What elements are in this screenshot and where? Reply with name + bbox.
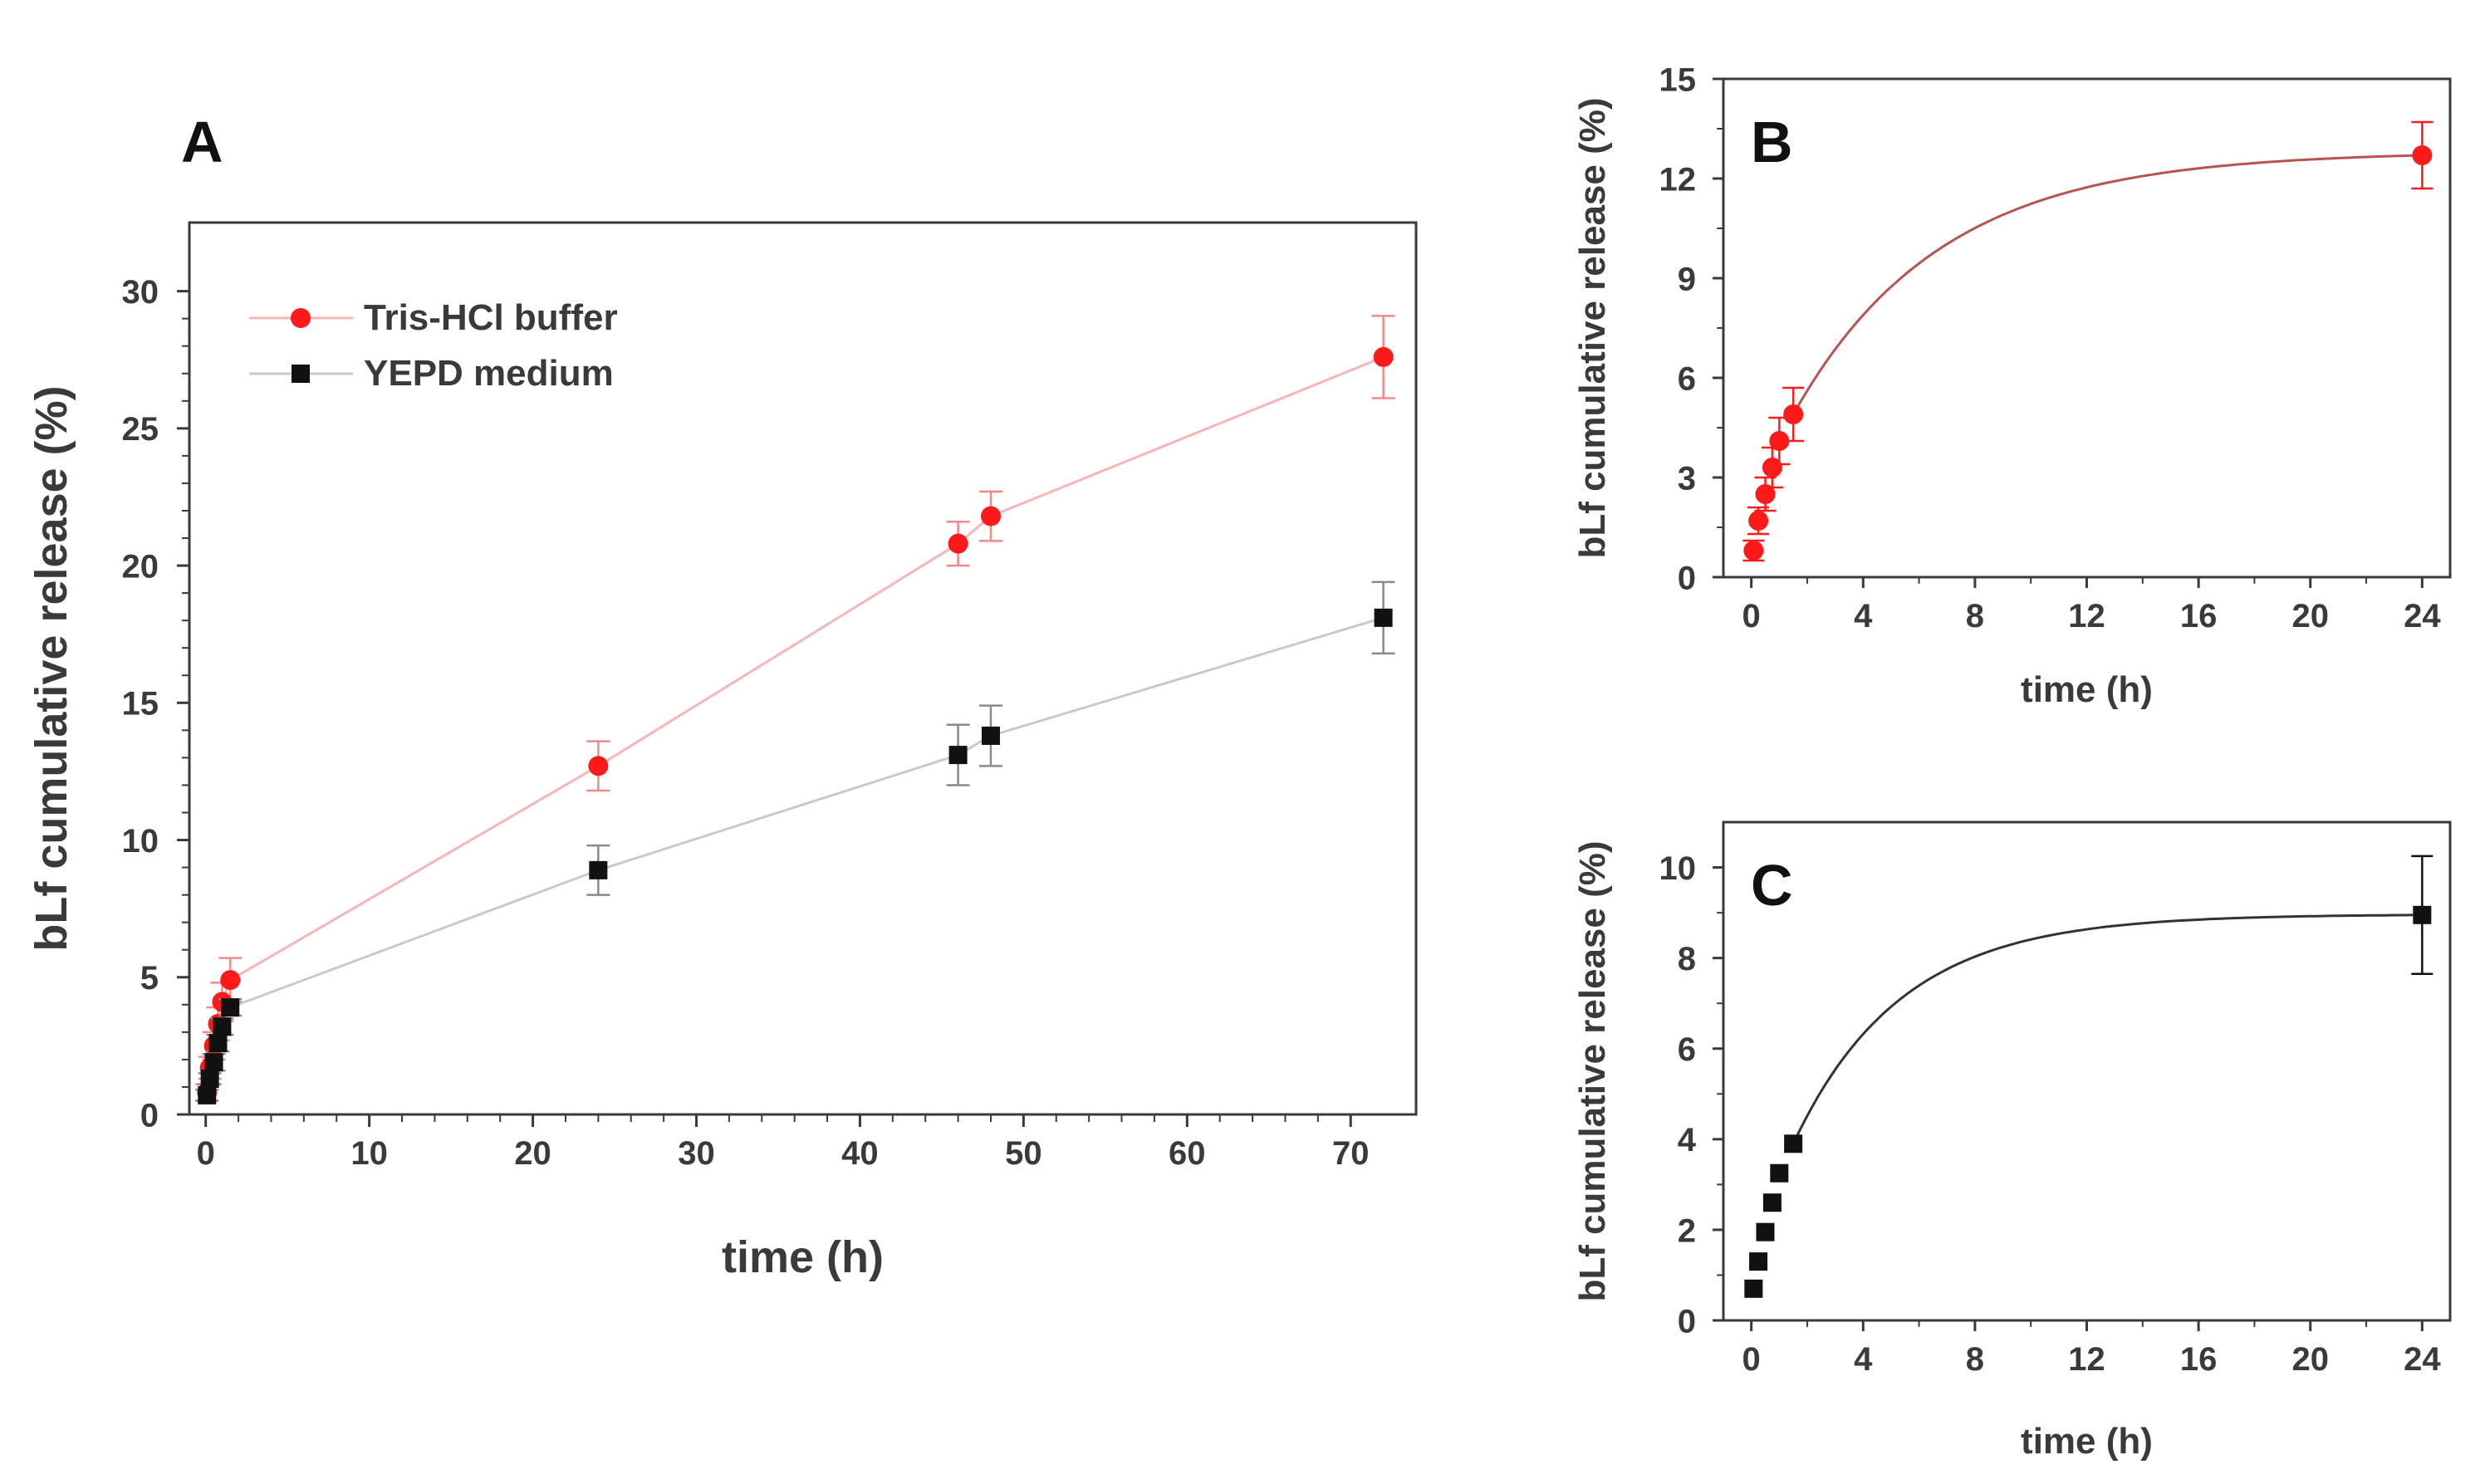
y-tick-label: 10 [122,823,159,860]
data-point-circle [1783,404,1804,424]
x-axis-label: time (h) [722,1232,884,1282]
x-tick-label: 16 [2180,598,2218,634]
y-tick-label: 15 [1659,61,1697,98]
data-point-square [221,998,240,1017]
y-tick-label: 2 [1678,1212,1696,1249]
data-point-circle [1743,541,1764,561]
x-axis-label: time (h) [2021,1421,2153,1462]
data-point-square [1744,1279,1763,1298]
data-point-square [208,1034,228,1053]
x-tick-label: 20 [2291,598,2329,634]
x-tick-label: 12 [2068,1341,2105,1378]
panel-a: A 0 10 20 30 40 50 60 70 0 5 10 15 20 25 30 time (h) bLf… [27,110,1418,1282]
y-tick-label: 6 [1678,360,1696,397]
fit-curve [1791,154,2423,415]
fit-curve [1791,913,2423,1144]
x-tick-label: 30 [678,1135,715,1172]
y-axis-label: bLf cumulative release (%) [27,385,76,951]
data-point-square [1770,1163,1789,1183]
panel-b-axes: 0 4 8 12 16 20 24 0 3 6 9 12 15 time (h) bLf cumulativ… [1572,61,2452,710]
y-tick-label: 0 [1678,560,1696,596]
data-point-square [589,860,608,879]
y-tick-label: 9 [1678,261,1696,297]
x-tick-label: 60 [1169,1135,1206,1172]
x-tick-label: 12 [2068,598,2105,634]
y-tick-label: 30 [122,274,159,311]
x-tick-label: 16 [2180,1341,2218,1378]
x-tick-label: 8 [1966,598,1984,634]
data-point-square [213,1017,232,1036]
y-tick-label: 8 [1678,941,1696,977]
y-axis-label: bLf cumulative release (%) [1572,97,1613,558]
data-point-circle [1748,511,1769,531]
x-tick-label: 4 [1854,598,1873,634]
data-point-square [948,746,968,765]
data-point-circle [1373,346,1394,367]
x-tick-label: 0 [1742,1341,1761,1378]
y-tick-label: 20 [122,548,159,585]
data-point-circle [948,533,968,554]
data-point-circle [1769,431,1790,451]
data-point-square [1374,608,1393,627]
y-tick-label: 0 [140,1097,159,1134]
x-tick-label: 10 [350,1135,388,1172]
panel-letter-c: C [1751,853,1793,918]
data-point-circle [220,970,241,991]
legend-marker-yepd [292,365,310,383]
x-tick-label: 40 [841,1135,879,1172]
data-point-circle [2412,145,2433,165]
data-point-square [2413,905,2432,924]
y-tick-label: 12 [1659,161,1697,198]
data-point-circle [588,756,609,776]
data-point-square [1762,1193,1782,1212]
y-tick-label: 15 [122,686,159,722]
panel-a-axes: 0 10 20 30 40 50 60 70 0 5 10 15 20 25 30 time (h) bLf c… [27,221,1418,1282]
y-tick-label: 3 [1678,460,1696,497]
data-point-square [1749,1252,1768,1271]
y-tick-label: 4 [1678,1122,1697,1158]
data-point-circle [980,506,1001,527]
x-tick-label: 24 [2404,1341,2441,1378]
x-tick-label: 8 [1966,1341,1984,1378]
data-point-circle [1762,458,1782,478]
x-tick-label: 4 [1854,1341,1873,1378]
legend-marker-tris [291,308,311,328]
x-tick-label: 20 [514,1135,551,1172]
y-tick-label: 10 [1659,850,1697,887]
y-tick-label: 25 [122,411,159,448]
x-tick-label: 70 [1332,1135,1370,1172]
data-point-square [204,1053,223,1072]
legend-label-yepd: YEPD medium [364,353,614,394]
x-axis-label: time (h) [2021,669,2153,710]
panel-letter-b: B [1751,110,1793,174]
legend-label-tris: Tris-HCl buffer [364,297,618,338]
data-point-square [1784,1134,1803,1153]
data-point-square [981,726,1000,745]
panel-b: B 0 4 8 12 16 20 24 0 3 6 9 12 15 time (h) bLf cumulat… [1572,61,2452,710]
y-tick-label: 5 [140,960,159,997]
data-point-square [198,1085,217,1104]
data-point-square [1756,1222,1775,1242]
y-axis-label: bLf cumulative release (%) [1572,840,1613,1301]
x-tick-label: 0 [1742,598,1761,634]
data-point-circle [1755,484,1776,504]
data-point-square [200,1070,219,1089]
x-tick-label: 0 [197,1135,215,1172]
x-tick-label: 24 [2404,598,2441,634]
x-tick-label: 50 [1005,1135,1042,1172]
y-tick-label: 6 [1678,1031,1696,1068]
panel-letter-a: A [181,110,223,174]
panel-a-legend: Tris-HCl buffer YEPD medium [249,297,618,394]
plot-frame [188,221,1418,1116]
x-tick-label: 20 [2291,1341,2329,1378]
y-tick-label: 0 [1678,1303,1696,1340]
